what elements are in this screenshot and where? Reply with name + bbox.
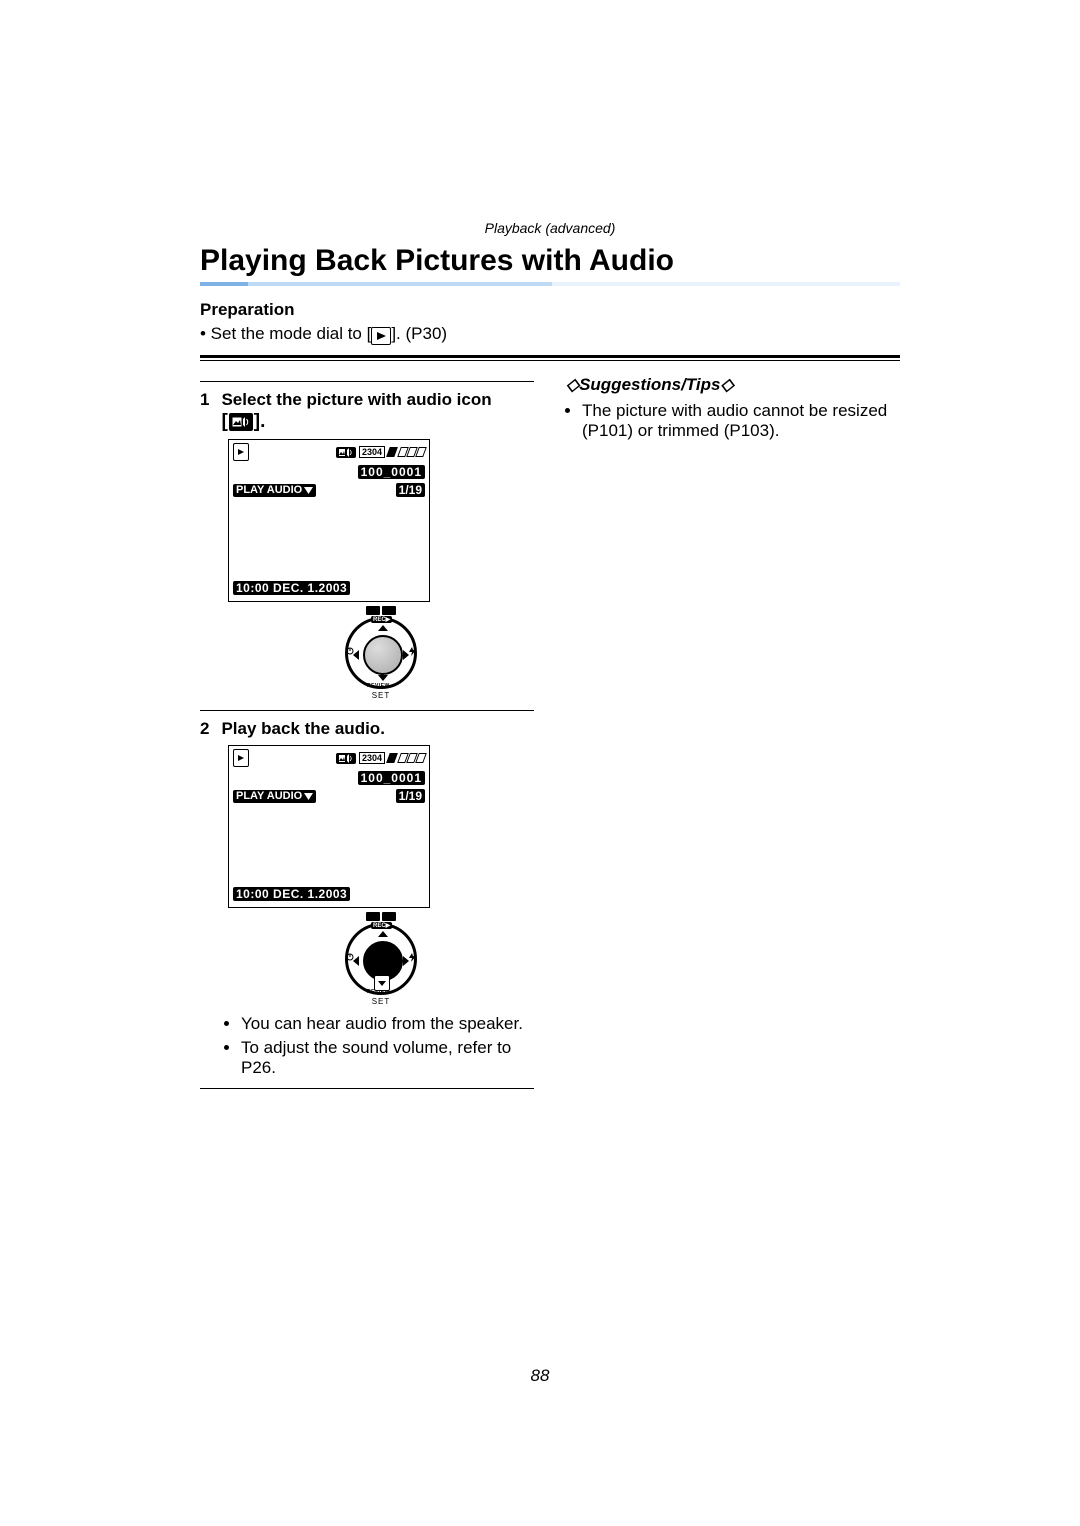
timestamp: 10:00 DEC. 1.2003 [233,887,350,901]
steps-column: 1 Select the picture with audio icon [ [200,375,534,1099]
section-breadcrumb: Playback (advanced) [200,220,900,236]
picture-with-audio-icon [229,413,253,431]
prep-text-suffix: ]. (P30) [391,324,447,343]
content-area: Playback (advanced) Playing Back Picture… [200,220,900,1099]
timestamp: 10:00 DEC. 1.2003 [233,581,350,595]
step-1: 1 Select the picture with audio icon [ [200,381,534,700]
page-title: Playing Back Pictures with Audio [200,244,900,278]
tip-1: The picture with audio cannot be resized… [582,401,900,441]
two-column-layout: 1 Select the picture with audio icon [ [200,375,900,1099]
step-2-title: Play back the audio. [221,719,384,739]
step-2-notes: You can hear audio from the speaker. To … [225,1014,534,1082]
tips-heading: ◇Suggestions/Tips◇ [566,375,900,395]
control-dial-1: REC▶ REVIE [228,606,534,700]
step-2-figure: 2304 100_0001 PLAY AUDIO [228,745,534,1006]
diamond-icon: ◇ [566,375,579,394]
step-1-title: Select the picture with audio icon [221,390,491,409]
image-size-chip: 2304 [359,752,385,765]
rec-label: REC▶ [371,616,392,623]
flash-icon [409,953,416,964]
image-counter: 1/19 [396,483,425,497]
preparation-heading: Preparation [200,300,900,320]
tips-list: The picture with audio cannot be resized… [566,401,900,441]
step-2-note-1: You can hear audio from the speaker. [241,1014,534,1034]
dial-up-icon [378,931,388,937]
file-number: 100_0001 [358,465,425,479]
quality-levels-icon [399,447,425,457]
play-audio-label: PLAY AUDIO [233,790,316,803]
quality-icon [388,753,396,763]
step-1-icon-line: [ ]. [221,411,265,433]
audio-picture-chip-icon [336,753,356,764]
control-dial-2: REC▶ REVIEW [228,912,534,1006]
prep-text-prefix: • Set the mode dial to [ [200,324,371,343]
dial-up-icon [378,625,388,631]
page-number: 88 [0,1366,1080,1386]
lcd-screen-2: 2304 100_0001 PLAY AUDIO [228,745,430,908]
dial-down-highlighted-icon [374,975,390,991]
self-timer-icon [346,647,354,657]
image-size-chip: 2304 [359,446,385,459]
step-1-figure: 2304 100_0001 PLAY AUDIO [228,439,534,700]
lcd-screen-1: 2304 100_0001 PLAY AUDIO [228,439,430,602]
dial-center-button [363,635,403,675]
playback-indicator-icon [233,749,249,767]
step-2: 2 Play back the audio. [200,710,534,1089]
manual-page: Playback (advanced) Playing Back Picture… [0,0,1080,1526]
title-underline [200,282,900,286]
audio-picture-chip-icon [336,447,356,458]
step-2-note-2: To adjust the sound volume, refer to P26… [241,1038,534,1078]
set-label: SET [228,691,534,700]
flash-icon [409,647,416,658]
playback-indicator-icon [233,443,249,461]
self-timer-icon [346,953,354,963]
double-rule [200,355,900,361]
image-counter: 1/19 [396,789,425,803]
review-label: REVIEW [367,683,390,689]
quality-levels-icon [399,753,425,763]
set-label: SET [228,997,534,1006]
diamond-icon: ◇ [720,375,733,394]
file-number: 100_0001 [358,771,425,785]
step-1-number: 1 [200,390,209,433]
quality-icon [388,447,396,457]
preparation-line: • Set the mode dial to [ ]. (P30) [200,324,900,345]
play-audio-label: PLAY AUDIO [233,484,316,497]
dial-down-icon [378,675,388,681]
rec-label: REC▶ [371,922,392,929]
playback-mode-icon [371,327,391,345]
tips-column: ◇Suggestions/Tips◇ The picture with audi… [566,375,900,1099]
step-2-number: 2 [200,719,209,739]
